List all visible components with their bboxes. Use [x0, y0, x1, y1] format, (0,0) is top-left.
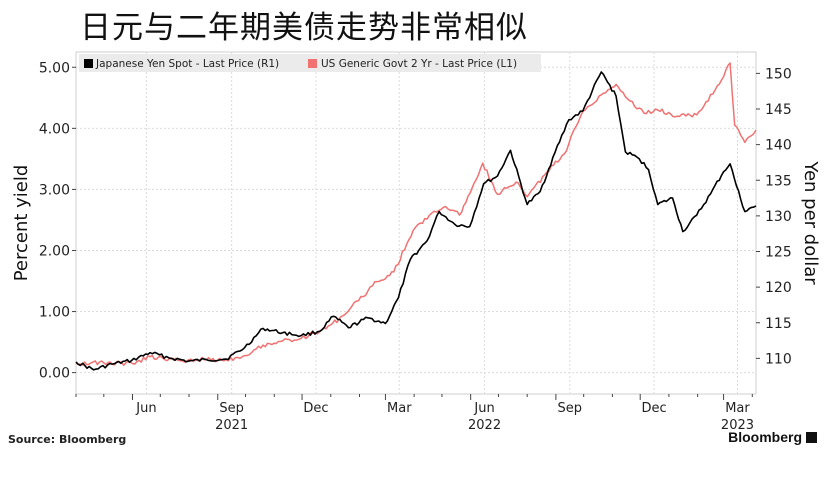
left-tick-label: 3.00: [39, 182, 70, 198]
plot-area: [75, 51, 757, 395]
right-tick-label: 125: [765, 245, 792, 261]
x-tick-label: Dec: [303, 401, 328, 416]
x-year-label: 2021: [215, 418, 248, 433]
right-tick-label: 120: [765, 280, 792, 296]
grid-lines: [76, 52, 756, 394]
x-tick-label: Jun: [135, 401, 156, 416]
right-tick-label: 140: [765, 138, 792, 154]
legend-label-us2y: US Generic Govt 2 Yr - Last Price (L1): [321, 58, 517, 70]
x-axis: Jun Sep Dec Mar Jun Sep Dec Mar 2021 2022 2023: [75, 394, 754, 433]
x-year-label: 2023: [721, 418, 754, 433]
legend: Japanese Yen Spot - Last Price (R1) US G…: [79, 54, 541, 72]
x-tick-label: Mar: [725, 401, 750, 416]
left-tick-label: 4.00: [39, 121, 70, 137]
series-layer: [75, 62, 757, 371]
legend-label-yen: Japanese Yen Spot - Last Price (R1): [95, 58, 279, 70]
right-tick-label: 135: [765, 173, 792, 189]
x-tick-label: Sep: [558, 401, 583, 416]
x-tick-label: Mar: [387, 401, 412, 416]
right-axis: 110 115 120 125 130 135 140 145 150: [756, 66, 792, 367]
left-tick-label: 5.00: [39, 60, 70, 76]
y-axis-label-left: Percent yield: [11, 165, 32, 282]
x-year-label: 2022: [468, 418, 501, 433]
bloomberg-logo-icon: [806, 432, 817, 443]
bloomberg-brand: Bloomberg: [728, 429, 817, 445]
x-tick-label: Sep: [219, 401, 244, 416]
left-tick-label: 2.00: [39, 243, 70, 259]
y-axis-label-right: Yen per dollar: [800, 160, 821, 285]
source-note: Source: Bloomberg: [8, 433, 127, 446]
legend-swatch-us2y: [308, 59, 317, 68]
right-tick-label: 115: [765, 316, 792, 332]
right-tick-label: 145: [765, 102, 792, 118]
left-tick-label: 1.00: [39, 305, 70, 321]
right-tick-label: 130: [765, 209, 792, 225]
brand-text: Bloomberg: [728, 429, 802, 445]
right-tick-label: 110: [765, 351, 792, 367]
left-axis: 0.00 1.00 2.00 3.00 4.00 5.00: [39, 60, 76, 382]
x-tick-label: Jun: [473, 401, 494, 416]
page-title: 日元与二年期美债走势非常相似: [80, 10, 528, 46]
series-line-japanese-yen-spot: [75, 71, 757, 371]
legend-swatch-yen: [84, 59, 93, 68]
left-tick-label: 0.00: [39, 366, 70, 382]
right-tick-label: 150: [765, 66, 792, 82]
x-tick-label: Dec: [642, 401, 667, 416]
